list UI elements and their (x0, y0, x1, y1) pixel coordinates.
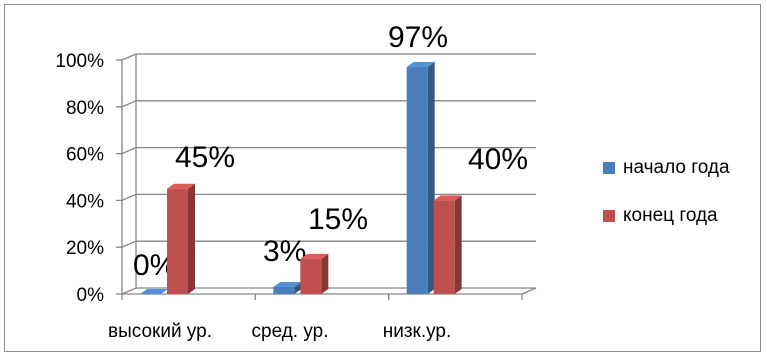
gridline (121, 53, 536, 61)
legend-label: конец года (623, 205, 718, 226)
bar-chart: 0%20%40%60%80%100%0%45%3%15%97%40%высоки… (55, 21, 537, 342)
legend-swatch (603, 162, 615, 174)
y-tick-label: 60% (66, 145, 104, 166)
x-tick-label: низк.ур. (383, 321, 452, 342)
chart-frame: 0% 20% 40% 60% 80% 100% 0% 45% 3% 15% 97% 40% высоки… (4, 4, 761, 352)
bar (300, 258, 322, 294)
bar-side (321, 253, 329, 294)
bar-top (273, 281, 302, 287)
bar-top (140, 289, 168, 294)
bar-top (167, 183, 195, 189)
y-tick-label: 40% (66, 191, 104, 212)
bar-top (406, 62, 435, 68)
y-tick-label: 100% (55, 51, 104, 72)
bar-top (433, 195, 462, 201)
bar-side (294, 281, 302, 294)
x-tick-label: сред. ур. (252, 321, 329, 342)
legend-item-start-of-year: начало года (603, 157, 730, 179)
data-label: 45% (175, 141, 235, 174)
data-label: 3% (263, 235, 306, 268)
y-tick-label: 80% (66, 98, 104, 119)
data-label: 40% (468, 143, 528, 176)
data-label: 97% (388, 21, 448, 54)
bar-side (427, 62, 435, 294)
bar (433, 200, 455, 294)
bar-top (300, 253, 329, 259)
data-label: 15% (308, 203, 368, 236)
bar (406, 67, 428, 294)
legend-item-end-of-year: конец года (603, 205, 718, 227)
y-tick-label: 0% (77, 285, 105, 306)
x-tick-label: высокий ур. (108, 321, 212, 342)
legend-swatch (603, 210, 615, 222)
gridline (121, 100, 536, 108)
y-tick-label: 20% (66, 238, 104, 259)
bar (167, 188, 188, 294)
bar-side (188, 183, 195, 294)
x-axis-end (521, 287, 537, 295)
bar-side (454, 195, 462, 294)
bar (273, 286, 295, 294)
legend-label: начало года (623, 157, 730, 178)
